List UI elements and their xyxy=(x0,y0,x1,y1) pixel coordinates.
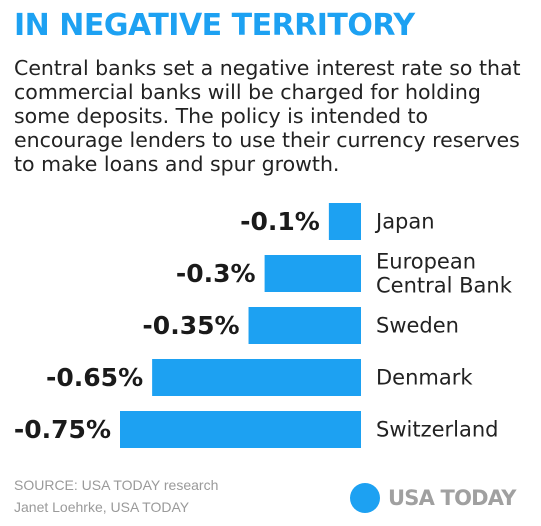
bar-chart: -0.1% Japan -0.3% European Central Bank -0.35… xyxy=(14,203,513,448)
value-label-0: -0.1% xyxy=(240,207,320,236)
logo-text: USA TODAY xyxy=(388,486,516,510)
bar-3 xyxy=(152,359,361,396)
category-label-0: Japan xyxy=(374,210,435,234)
bar-1 xyxy=(264,255,361,292)
category-label-2: Sweden xyxy=(376,314,459,338)
bar-0 xyxy=(328,203,361,240)
bar-4 xyxy=(120,411,361,448)
category-label-4: Switzerland xyxy=(376,418,499,442)
description: Central banks set a negative interest ra… xyxy=(14,56,521,176)
footer: SOURCE: USA TODAY research Janet Loehrke… xyxy=(14,474,218,518)
credit-note: Janet Loehrke, USA TODAY xyxy=(14,499,190,515)
bar-2 xyxy=(248,307,361,344)
value-label-2: -0.35% xyxy=(142,311,239,340)
category-label-3: Denmark xyxy=(376,366,473,390)
source-note: SOURCE: USA TODAY research xyxy=(14,477,219,493)
logo-dot-icon xyxy=(350,483,380,513)
usa-today-logo: USA TODAY xyxy=(350,483,516,513)
category-label-1: European Central Bank xyxy=(376,250,513,298)
value-label-3: -0.65% xyxy=(46,363,143,392)
value-label-1: -0.3% xyxy=(176,259,256,288)
value-label-4: -0.75% xyxy=(14,415,111,444)
headline: IN NEGATIVE TERRITORY xyxy=(14,8,415,43)
